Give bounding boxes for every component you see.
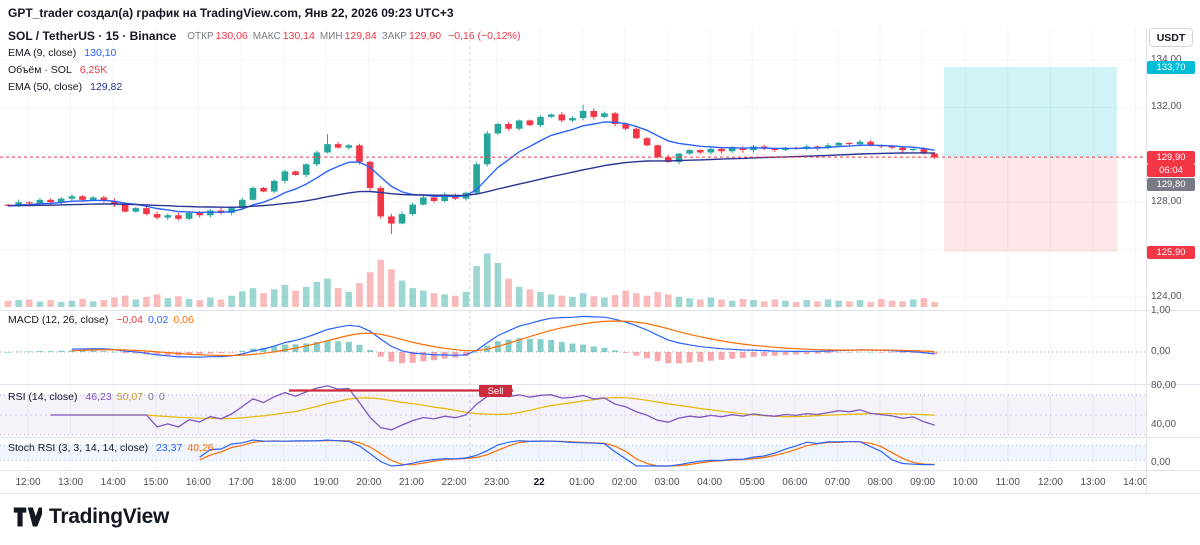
macd-line-value: 0,02 [147,314,169,326]
rsi-ma-value: 50,07 [116,391,144,403]
stoch-k-value: 23,37 [156,442,183,454]
rsi-extra-value-1: 0 [148,391,154,403]
change-value: −0,16 (−0,12%) [448,30,521,42]
stoch-legend-row[interactable]: Stoch RSI (3, 3, 14, 14, close) 23,37 40… [8,442,214,454]
time-axis-label: 23:00 [484,477,510,488]
macd-label: MACD (12, 26, close) [8,314,109,326]
ema50-legend-row[interactable]: EMA (50, close) 129,82 [8,81,122,93]
stoch-d-value: 40,26 [187,442,214,454]
time-axis-label: 11:00 [995,477,1020,488]
ohlc-low-value: 129,84 [344,30,377,42]
ema9-value: 130,10 [84,47,117,59]
price-scale-label: 0,00 [1151,457,1171,468]
time-axis-label: 12:00 [1037,477,1063,488]
macd-signal-value: 0,06 [173,314,194,326]
rsi-value: 46,23 [85,391,112,403]
time-axis-label: 09:00 [910,477,936,488]
price-scale-label: 134,00 [1151,54,1182,65]
time-axis-label: 16:00 [185,477,211,488]
header-note: GPT_trader создал(а) график на TradingVi… [8,6,454,20]
time-axis-label: 04:00 [697,477,723,488]
ema50-label: EMA (50, close) [8,81,83,93]
ema50-value: 129,82 [90,81,123,93]
ema9-legend-row[interactable]: EMA (9, close) 130,10 [8,47,116,59]
time-axis-label: 13:00 [58,477,84,488]
price-badge-ema-price: 129,80 [1147,177,1195,191]
time-axis-label: 18:00 [271,477,297,488]
price-scale-label: 80,00 [1151,380,1177,391]
ohlc-close-value: 129,90 [408,30,442,42]
ohlc-low-label: МИН [319,30,343,42]
price-badge-bar-countdown: 06:04 [1147,164,1195,177]
time-axis-label: 13:00 [1080,477,1106,488]
ohlc-high-label: МАКС [252,30,281,42]
rsi-label: RSI (14, close) [8,391,78,403]
price-scale-label: 0,00 [1151,346,1171,357]
main-legend-row: SOL / TetherUS · 15 · Binance ОТКР 130,0… [8,29,520,43]
time-axis-label: 03:00 [654,477,680,488]
price-badge-target-price[interactable]: 133,70 [1147,60,1195,74]
price-scale-label: 124,00 [1151,291,1182,302]
time-axis-label: 07:00 [824,477,850,488]
time-axis-label: 15:00 [143,477,169,488]
volume-legend-row[interactable]: Объём · SOL 6,25K [8,64,107,76]
time-axis-label: 17:00 [228,477,254,488]
currency-toggle-button[interactable]: USDT [1149,28,1193,47]
time-axis-label: 08:00 [867,477,893,488]
time-axis-label: 06:00 [782,477,808,488]
time-axis-label: 14:00 [1123,477,1146,488]
ema9-label: EMA (9, close) [8,47,77,59]
price-scale-label: 1,00 [1151,305,1171,316]
symbol-title[interactable]: SOL / TetherUS · 15 · Binance [8,29,177,43]
time-axis-label: 22 [533,477,545,488]
macd-hist-value: −0,04 [116,314,143,326]
time-axis-label: 10:00 [952,477,978,488]
sell-flag-label[interactable]: Sell [488,386,504,397]
time-axis-label: 01:00 [569,477,595,488]
price-scale-label: 132,00 [1151,101,1182,112]
ohlc-close-label: ЗАКР [381,30,407,42]
time-axis-label: 02:00 [611,477,637,488]
ohlc-high-value: 130,14 [282,30,315,42]
stoch-label: Stoch RSI (3, 3, 14, 14, close) [8,442,149,454]
price-scale-label: 128,00 [1151,196,1182,207]
tradingview-logo-mark [13,507,42,527]
ohlc-open-value: 130,06 [215,30,248,42]
time-axis[interactable]: 12:00 13:00 14:00 15:00 16:00 17:00 18:00 19:00… [0,0,1146,545]
rsi-legend-row[interactable]: RSI (14, close) 46,23 50,07 0 0 [8,391,165,403]
price-badge-stop-price[interactable]: 125,90 [1147,245,1195,259]
time-axis-label: 19:00 [313,477,339,488]
tradingview-logo-text: TradingView [49,505,170,528]
volume-label: Объём · SOL [8,64,72,76]
time-axis-label: 22:00 [441,477,467,488]
time-axis-label: 21:00 [398,477,424,488]
rsi-extra-value-2: 0 [158,391,165,403]
price-scale-label: 40,00 [1151,419,1177,430]
macd-legend-row[interactable]: MACD (12, 26, close) −0,04 0,02 0,06 [8,314,194,326]
volume-value: 6,25K [79,64,108,76]
tradingview-logo[interactable]: TradingView [12,505,169,529]
time-axis-label: 12:00 [15,477,41,488]
time-axis-label: 14:00 [100,477,126,488]
ohlc-open-label: ОТКР [187,30,214,42]
time-axis-label: 05:00 [739,477,765,488]
time-axis-label: 20:00 [356,477,382,488]
price-badge-last-price: 129,90 [1147,150,1195,164]
